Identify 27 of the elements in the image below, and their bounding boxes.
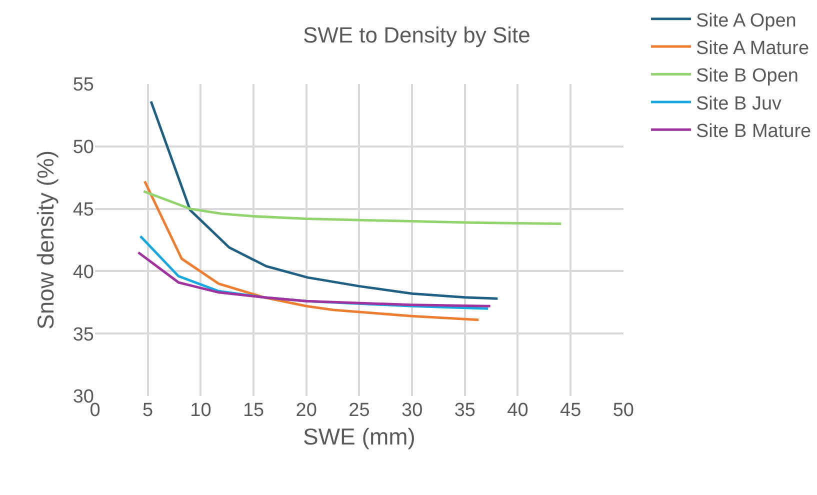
- y-tick-label: 50: [72, 137, 94, 158]
- legend-label: Site B Open: [696, 66, 798, 87]
- x-tick-label: 10: [190, 400, 212, 421]
- x-tick-label: 5: [142, 400, 154, 421]
- line-series: [142, 190, 562, 226]
- x-tick-label: 25: [348, 400, 370, 421]
- x-tick-label: 20: [296, 400, 317, 421]
- line-series: [137, 251, 492, 308]
- x-tick-label: 30: [401, 400, 423, 421]
- y-tick-label: 40: [72, 262, 94, 283]
- x-axis-title: SWE (mm): [303, 424, 416, 450]
- line-series: [150, 100, 499, 300]
- x-tick-label: 45: [560, 400, 582, 421]
- legend-label: Site B Mature: [696, 121, 812, 142]
- x-tick-label: 15: [242, 400, 264, 421]
- legend-label: Site B Juv: [696, 93, 782, 114]
- line-series: [143, 180, 480, 322]
- y-tick-label: 45: [72, 199, 94, 220]
- legend-label: Site A Mature: [696, 38, 810, 59]
- chart-title: SWE to Density by Site: [302, 22, 530, 48]
- legend-label: Site A Open: [696, 10, 796, 32]
- y-tick-label: 35: [72, 324, 94, 346]
- x-tick-label: 35: [454, 400, 476, 421]
- x-tick-label: 40: [507, 400, 528, 421]
- y-axis-title: Snow density (%): [32, 150, 58, 330]
- x-tick-label: 50: [612, 400, 634, 421]
- y-tick-label: 55: [72, 74, 94, 96]
